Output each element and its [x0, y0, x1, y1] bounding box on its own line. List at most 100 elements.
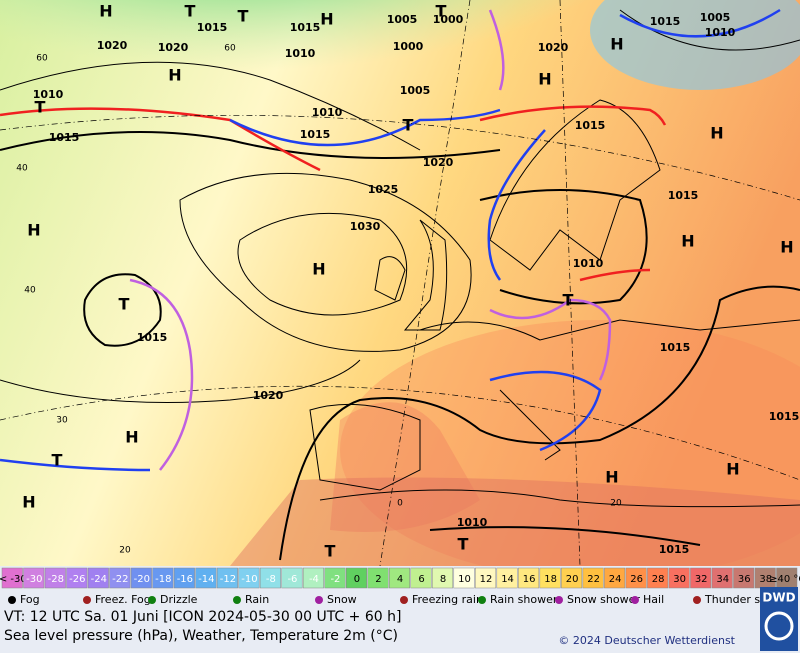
scale-label: -26 [69, 574, 85, 585]
valid-time: VT: 12 UTC Sa. 01 Juni [ICON 2024-05-30 … [4, 609, 401, 625]
cold-area [0, 0, 680, 190]
legend-icon [400, 596, 408, 604]
scale-cell [604, 567, 626, 589]
scale-label: -28 [48, 574, 64, 585]
legend-label: Snow [327, 593, 357, 606]
isotherm-label: 60 [224, 44, 236, 54]
pressure-label: 1015 [137, 331, 168, 344]
scale-label: 34 [716, 574, 729, 585]
low-marker: T [436, 2, 447, 21]
pressure-label: 1010 [457, 516, 488, 529]
pressure-label: 1010 [705, 26, 736, 39]
scandinavia [489, 99, 661, 271]
map: 1015 1020 1020 1010 1015 1010 1015 1005 1000 1000… [0, 0, 800, 580]
scale-label: 2 [375, 574, 381, 585]
pressure-label: 1020 [97, 39, 128, 52]
isotherm-label: 20 [610, 499, 622, 509]
high-marker: H [610, 35, 623, 54]
scale-label: 22 [587, 574, 600, 585]
graticule [0, 0, 800, 567]
pressure-label: 1010 [312, 106, 343, 119]
scale-label: 38 [759, 574, 772, 585]
legend-label: Fog [20, 593, 40, 606]
scale-label: 8 [440, 574, 446, 585]
scale-label: 32 [695, 574, 708, 585]
iberia [309, 403, 421, 491]
scale-cell [44, 567, 66, 589]
scale-cell [109, 567, 131, 589]
scale-cell [388, 567, 411, 589]
high-marker: H [168, 66, 181, 85]
isotherm-label: 20 [119, 546, 131, 556]
legend-icon [693, 596, 701, 604]
scale-label: 10 [458, 574, 471, 585]
legend-icon [83, 596, 91, 604]
fronts [0, 8, 781, 472]
scale-cell [345, 567, 367, 589]
scale-label: -20 [134, 574, 150, 585]
cold-area [590, 0, 800, 90]
legend-icon [148, 596, 156, 604]
scale-label: -18 [155, 574, 171, 585]
high-marker: H [27, 221, 40, 240]
scale-label: 16 [523, 574, 536, 585]
high-marker: H [312, 260, 325, 279]
pressure-label: 1000 [393, 40, 424, 53]
italy [499, 389, 561, 461]
scale-cell [238, 567, 260, 589]
pressure-label: 1020 [253, 389, 284, 402]
high-marker: H [99, 2, 112, 21]
scale-cell [281, 567, 303, 589]
pressure-label: 1015 [197, 21, 228, 34]
high-marker: H [22, 493, 35, 512]
scale-cell [518, 567, 540, 589]
scale-label: -30 [26, 574, 42, 585]
description: Sea level pressure (hPa), Weather, Tempe… [4, 628, 398, 644]
pressure-label: 1005 [400, 84, 431, 97]
pressure-label: 1010 [285, 47, 316, 60]
legend-label: Freez. Fog [95, 593, 151, 606]
isotherm-label: 0 [397, 499, 403, 509]
low-marker: T [185, 2, 196, 21]
high-marker: H [780, 238, 793, 257]
temperature-scale: < -30 -30 -28 -26 -24 -22 -20 -18 -16 -14 -12 -10 -8… [0, 567, 800, 589]
pressure-label: 1015 [659, 543, 690, 556]
scale-label: 20 [566, 574, 579, 585]
scale-label: -6 [287, 574, 297, 585]
british-isles [403, 219, 448, 331]
scale-label: 4 [397, 574, 403, 585]
legend-label: Rain shower [490, 593, 558, 606]
scale-label: 28 [652, 574, 665, 585]
scale-cell [539, 567, 561, 589]
pressure-label: 1030 [350, 220, 381, 233]
pressure-label: 1000 [433, 13, 464, 26]
scale-cell [130, 567, 152, 589]
coastlines [309, 99, 800, 508]
scale-cell [690, 567, 712, 589]
scale-label: 30 [673, 574, 686, 585]
legend-label: Hail [643, 593, 664, 606]
map-labels: 1015 1020 1020 1010 1015 1010 1015 1005 1000 1000… [16, 2, 799, 561]
scale-label: ≥40 °C [769, 574, 800, 585]
legend-icon [631, 596, 639, 604]
pressure-label: 1020 [538, 41, 569, 54]
pressure-label: 1015 [650, 15, 681, 28]
scale-label: -24 [91, 574, 107, 585]
isotherm-label: 40 [24, 286, 36, 296]
scale-label: 26 [630, 574, 643, 585]
pressure-label: 1005 [700, 11, 731, 24]
scale-label: 0 [354, 574, 360, 585]
european-coast [419, 319, 800, 341]
legend-label: Freezing rain [412, 593, 483, 606]
high-marker: H [320, 10, 333, 29]
scale-cell [625, 567, 647, 589]
isotherm-label: 60 [36, 54, 48, 64]
pressure-label: 1020 [423, 156, 454, 169]
high-marker: H [681, 232, 694, 251]
high-marker: H [710, 124, 723, 143]
low-marker: T [458, 535, 469, 554]
scale-cell [23, 567, 45, 589]
scale-label: -22 [112, 574, 128, 585]
pressure-label: 1015 [300, 128, 331, 141]
